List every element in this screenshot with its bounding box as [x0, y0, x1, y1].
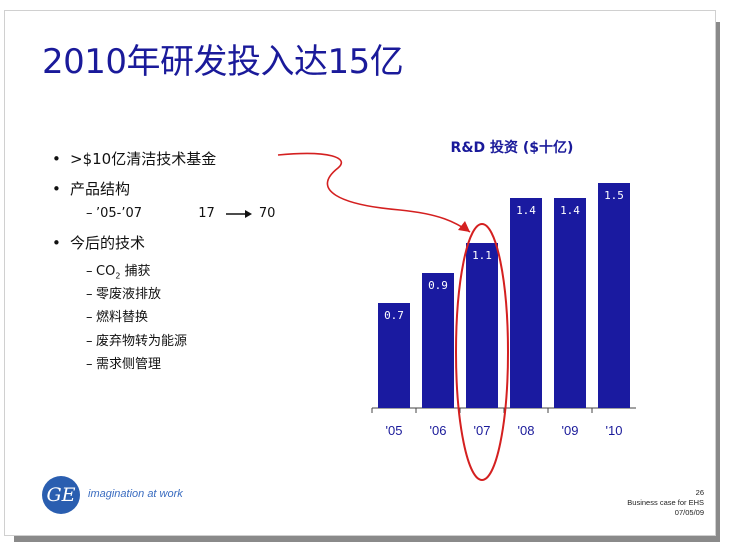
slide-title: 2010年研发投入达15亿	[42, 42, 404, 82]
page-number: 26	[695, 488, 704, 497]
from-value: 17	[198, 206, 215, 221]
tech-item-label: 燃料替换	[96, 310, 149, 325]
bar-1	[422, 273, 454, 408]
bar-5	[598, 183, 630, 408]
tech-item: – 零废液排放	[86, 283, 161, 302]
tagline: imagination at work	[88, 488, 183, 500]
right-arrow-icon	[225, 209, 252, 218]
dash: –	[86, 334, 93, 349]
footer: 26 Business case for EHS 07/05/09	[627, 488, 704, 518]
dash: –	[86, 287, 93, 302]
dash: –	[86, 264, 93, 279]
x-tick-label: '10	[606, 423, 623, 438]
tech-item-label: 废弃物转为能源	[96, 334, 188, 349]
bar-value-label: 0.9	[428, 279, 448, 292]
bar-2	[466, 243, 498, 408]
product-structure-row: – ’05-’07 17 70	[86, 206, 275, 221]
bar-value-label: 1.1	[472, 249, 492, 262]
slide	[4, 10, 716, 536]
bar-value-label: 1.5	[604, 189, 624, 202]
x-tick-label: '07	[474, 423, 491, 438]
bullet-text: 今后的技术	[70, 234, 146, 252]
x-tick-label: '08	[518, 423, 535, 438]
bullet-dot: •	[52, 150, 61, 168]
bars-layer: 0.7 '05 0.9 '06 1.1 '07 1.4 '08 1.4 '09 1.5 '10	[371, 183, 636, 438]
x-tick-label: '09	[562, 423, 579, 438]
tech-item-co2: – CO2 捕获	[86, 260, 151, 281]
tech-item-label: 零废液排放	[96, 287, 162, 302]
bar-0	[378, 303, 410, 408]
period-label: ’05-’07	[96, 206, 143, 221]
footer-date: 07/05/09	[674, 508, 704, 517]
bullet-dot: •	[52, 234, 61, 252]
footer-line1: Business case for EHS	[627, 498, 704, 507]
bullet-future-tech: • 今后的技术	[52, 232, 145, 253]
highlight-ellipse	[455, 223, 509, 481]
dash: –	[86, 206, 93, 221]
callout-arrow-line	[277, 152, 471, 233]
bullet-dot: •	[52, 180, 61, 198]
dash: –	[86, 357, 93, 372]
bullet-text: >$10亿清洁技术基金	[70, 150, 217, 168]
ge-logo: GE	[42, 476, 80, 514]
tech-item: – 废弃物转为能源	[86, 330, 187, 349]
co2-prefix: CO	[96, 264, 116, 279]
callout-arrow-head	[458, 221, 470, 232]
x-tick-label: '05	[386, 423, 403, 438]
bullet-product-structure: • 产品结构	[52, 178, 130, 199]
x-tick-label: '06	[430, 423, 447, 438]
bullet-clean-tech-fund: • >$10亿清洁技术基金	[52, 148, 216, 169]
tech-item: – 燃料替换	[86, 306, 148, 325]
bar-3	[510, 198, 542, 408]
chart-title: R&D 投资 ($十亿)	[451, 139, 574, 156]
tech-item: – 需求侧管理	[86, 353, 161, 372]
co2-rest: 捕获	[120, 264, 151, 279]
to-value: 70	[258, 206, 276, 221]
bar-value-label: 1.4	[560, 204, 580, 217]
bar-4	[554, 198, 586, 408]
bar-value-label: 0.7	[384, 309, 404, 322]
bullet-text: 产品结构	[70, 180, 131, 198]
dash: –	[86, 310, 93, 325]
co2-sub: 2	[115, 271, 121, 281]
tech-item-label: 需求侧管理	[96, 357, 162, 372]
bar-value-label: 1.4	[516, 204, 536, 217]
